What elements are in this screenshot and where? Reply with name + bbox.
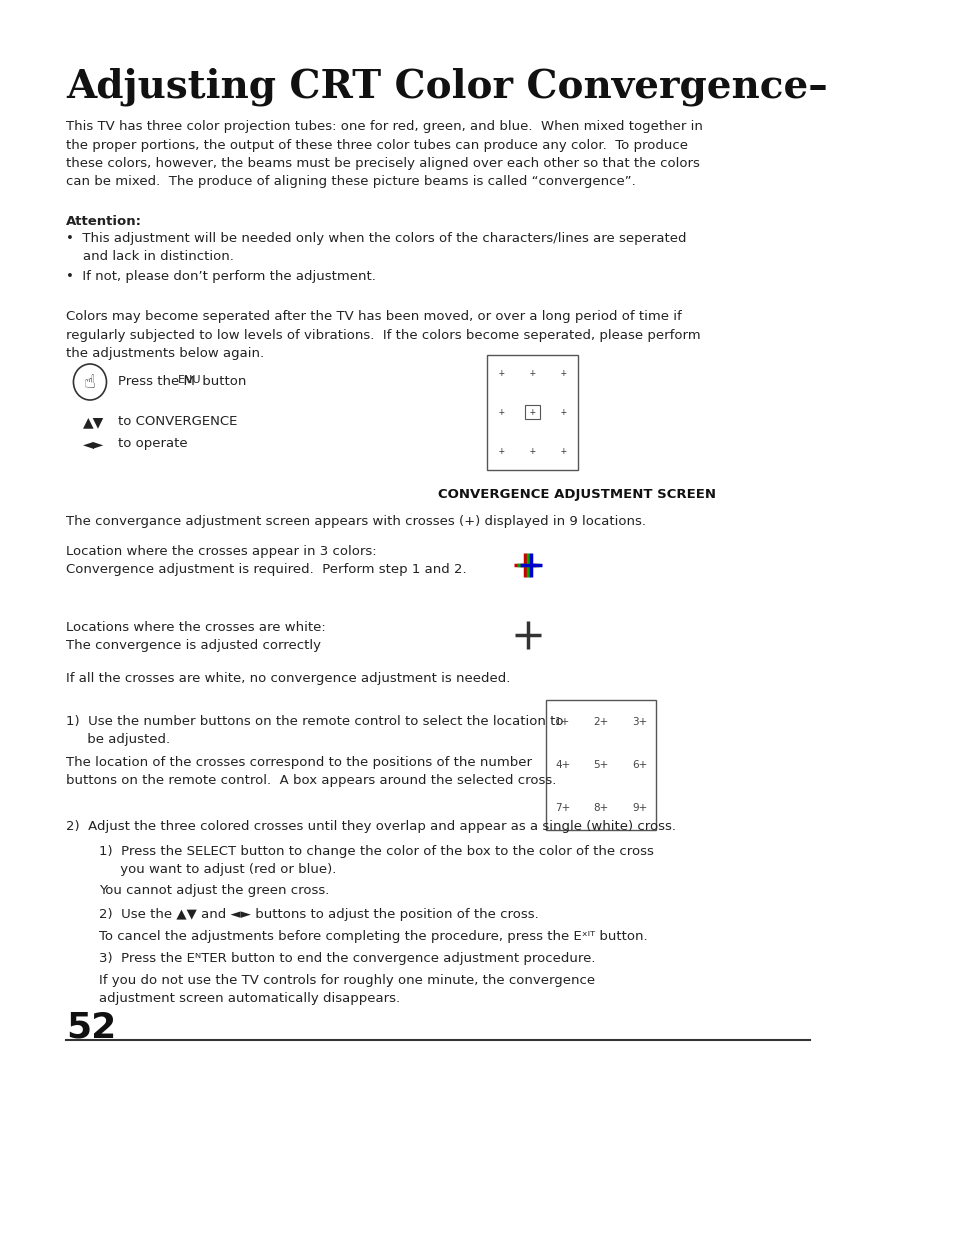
Text: button: button [198,375,247,388]
Text: +: + [529,368,535,378]
Bar [524,405,539,419]
Text: to operate: to operate [117,437,187,450]
Text: •  If not, please don’t perform the adjustment.: • If not, please don’t perform the adjus… [66,270,375,282]
Text: Press the M: Press the M [117,375,194,388]
Text: 1+: 1+ [555,717,570,727]
Text: 1)  Use the number buttons on the remote control to select the location to
     : 1) Use the number buttons on the remote … [66,715,563,746]
Text: 2)  Use the ▲▼ and ◄► buttons to adjust the position of the cross.: 2) Use the ▲▼ and ◄► buttons to adjust t… [99,908,538,921]
Text: You cannot adjust the green cross.: You cannot adjust the green cross. [99,883,329,897]
Text: This TV has three color projection tubes: one for red, green, and blue.  When mi: This TV has three color projection tubes… [66,120,702,188]
Text: +: + [529,446,535,456]
Text: +: + [560,446,566,456]
Text: 2+: 2+ [593,717,608,727]
Text: 4+: 4+ [555,760,570,769]
Text: 3+: 3+ [632,717,647,727]
Text: 2)  Adjust the three colored crosses until they overlap and appear as a single (: 2) Adjust the three colored crosses unti… [66,820,676,833]
Text: ◄►: ◄► [83,437,104,451]
Text: The convergance adjustment screen appears with crosses (+) displayed in 9 locati: The convergance adjustment screen appear… [66,515,645,528]
Text: 3)  Press the EᴺTER button to end the convergence adjustment procedure.: 3) Press the EᴺTER button to end the con… [99,952,595,965]
Text: If you do not use the TV controls for roughly one minute, the convergence
adjust: If you do not use the TV controls for ro… [99,974,595,1005]
Text: 6+: 6+ [632,760,647,769]
Text: To cancel the adjustments before completing the procedure, press the Eˣᴵᵀ button: To cancel the adjustments before complet… [99,930,647,943]
Bar [486,356,578,470]
Bar [546,700,656,830]
Text: CONVERGENCE ADJUSTMENT SCREEN: CONVERGENCE ADJUSTMENT SCREEN [437,488,715,501]
Text: 5+: 5+ [593,760,608,769]
Text: +: + [560,406,566,418]
Text: to CONVERGENCE: to CONVERGENCE [117,415,236,427]
Text: 9+: 9+ [632,803,647,813]
Text: •  This adjustment will be needed only when the colors of the characters/lines a: • This adjustment will be needed only wh… [66,232,686,263]
Text: +: + [497,406,503,418]
Text: Attention:: Attention: [66,216,142,228]
Text: 8+: 8+ [593,803,608,813]
Text: +: + [529,406,535,418]
Text: +: + [497,368,503,378]
Text: Colors may become seperated after the TV has been moved, or over a long period o: Colors may become seperated after the TV… [66,310,700,361]
Text: ENU: ENU [178,375,201,385]
Text: If all the crosses are white, no convergence adjustment is needed.: If all the crosses are white, no converg… [66,672,510,685]
Text: +: + [497,446,503,456]
Text: Location where the crosses appear in 3 colors:
Convergence adjustment is require: Location where the crosses appear in 3 c… [66,545,466,576]
Text: The location of the crosses correspond to the positions of the number
buttons on: The location of the crosses correspond t… [66,756,556,787]
Text: 1)  Press the SELECT button to change the color of the box to the color of the c: 1) Press the SELECT button to change the… [99,845,654,876]
Text: 7+: 7+ [555,803,570,813]
Text: +: + [560,368,566,378]
Text: Adjusting CRT Color Convergence–: Adjusting CRT Color Convergence– [66,68,827,107]
Text: ☝: ☝ [84,373,96,392]
Text: 52: 52 [66,1010,116,1044]
Text: ▲▼: ▲▼ [83,415,104,429]
Text: Locations where the crosses are white:
The convergence is adjusted correctly: Locations where the crosses are white: T… [66,621,326,652]
